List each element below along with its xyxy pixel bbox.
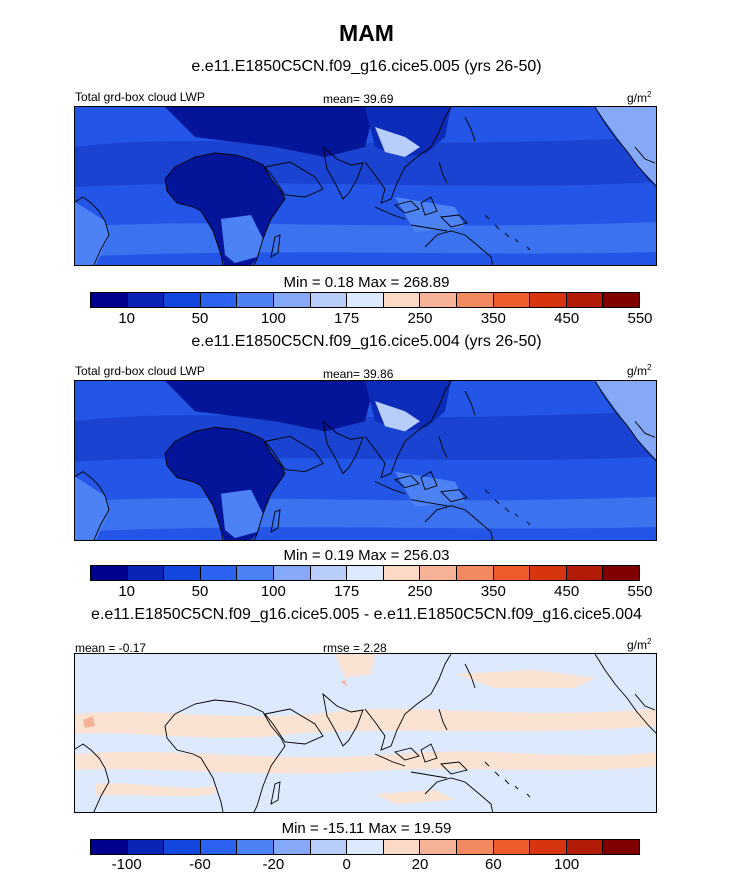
colorbar-box: [603, 840, 639, 854]
colorbar-tick-label: -60: [189, 856, 211, 873]
panel1-units: g/m2: [627, 90, 652, 105]
colorbar-tick-label: 550: [627, 583, 653, 600]
colorbar-box: [493, 293, 531, 307]
colorbar-3: [90, 839, 640, 855]
colorbar-box: [530, 840, 567, 854]
colorbar-box: [127, 840, 165, 854]
colorbar-box: [603, 566, 639, 580]
panel3-minmax: Min = -15.11 Max = 19.59: [281, 820, 452, 837]
colorbar-box: [420, 840, 457, 854]
panel1-map: [74, 106, 657, 266]
colorbar-box: [566, 293, 604, 307]
colorbar-tick-label: 450: [554, 583, 580, 600]
panel1-minmax: Min = 0.18 Max = 268.89: [283, 274, 450, 291]
colorbar-tick-label: 175: [334, 583, 360, 600]
colorbar-box: [456, 293, 494, 307]
panel1-variable-label: Total grd-box cloud LWP: [75, 90, 205, 104]
panel2-mean-label: mean= 39.86: [323, 367, 394, 381]
colorbar-box: [91, 566, 128, 580]
colorbar-box: [164, 293, 201, 307]
panel2-units: g/m2: [627, 363, 652, 378]
panel2-variable-label: Total grd-box cloud LWP: [75, 364, 205, 378]
panel1-case-title: e.e11.E1850C5CN.f09_g16.cice5.005 (yrs 2…: [191, 58, 542, 75]
colorbar-box: [127, 566, 165, 580]
colorbar-tick-label: 0: [342, 856, 351, 873]
colorbar-1: [90, 292, 640, 308]
panel3-case-title: e.e11.E1850C5CN.f09_g16.cice5.005 - e.e1…: [91, 606, 642, 623]
colorbar-tick-label: 100: [260, 583, 286, 600]
colorbar-2: [90, 565, 640, 581]
colorbar-box: [237, 293, 274, 307]
colorbar-box: [420, 566, 457, 580]
colorbar-box: [310, 293, 348, 307]
colorbar-box: [164, 840, 201, 854]
colorbar-box: [310, 566, 348, 580]
panel3-units: g/m2: [627, 637, 652, 652]
colorbar-tick-label: 50: [191, 310, 209, 327]
colorbar-box: [456, 840, 494, 854]
colorbar-box: [91, 840, 128, 854]
panel3-rmse-label: rmse = 2.28: [323, 641, 387, 655]
colorbar-box: [347, 293, 384, 307]
colorbar-box: [91, 293, 128, 307]
colorbar-box: [530, 293, 567, 307]
colorbar-box: [383, 293, 421, 307]
colorbar-box: [237, 566, 274, 580]
colorbar-tick-label: -20: [262, 856, 285, 873]
colorbar-3-ticks: -100 -60 -20 0 20 60 100: [0, 856, 733, 876]
colorbar-tick-label: -100: [111, 856, 142, 873]
panel3-mean-label: mean = -0.17: [75, 641, 147, 655]
colorbar-box: [347, 566, 384, 580]
colorbar-box: [200, 840, 238, 854]
colorbar-box: [566, 840, 604, 854]
colorbar-tick-label: 20: [411, 856, 429, 873]
colorbar-tick-label: 60: [484, 856, 502, 873]
colorbar-tick-label: 10: [118, 310, 135, 327]
colorbar-box: [603, 293, 639, 307]
panel1-mean-label: mean= 39.69: [323, 92, 394, 106]
colorbar-box: [530, 566, 567, 580]
colorbar-box: [127, 293, 165, 307]
colorbar-box: [273, 840, 311, 854]
colorbar-box: [237, 840, 274, 854]
colorbar-box: [420, 293, 457, 307]
colorbar-box: [493, 840, 531, 854]
panel2-map: [74, 380, 657, 541]
colorbar-box: [273, 293, 311, 307]
colorbar-box: [383, 840, 421, 854]
colorbar-box: [347, 840, 384, 854]
colorbar-box: [566, 566, 604, 580]
figure-title: MAM: [339, 20, 394, 46]
colorbar-tick-label: 250: [407, 310, 433, 327]
panel2-case-title: e.e11.E1850C5CN.f09_g16.cice5.004 (yrs 2…: [191, 333, 542, 350]
colorbar-2-ticks: 10 50 100 175 250 350 450 550: [0, 583, 733, 603]
colorbar-tick-label: 175: [334, 310, 360, 327]
colorbar-tick-label: 50: [191, 583, 209, 600]
colorbar-box: [310, 840, 348, 854]
colorbar-tick-label: 10: [118, 583, 135, 600]
colorbar-tick-label: 250: [407, 583, 433, 600]
colorbar-1-ticks: 10 50 100 175 250 350 450 550: [0, 310, 733, 330]
panel2-minmax: Min = 0.19 Max = 256.03: [283, 547, 450, 564]
colorbar-tick-label: 350: [480, 310, 506, 327]
colorbar-box: [200, 293, 238, 307]
colorbar-box: [383, 566, 421, 580]
colorbar-tick-label: 550: [627, 310, 653, 327]
colorbar-tick-label: 100: [554, 856, 580, 873]
colorbar-tick-label: 450: [554, 310, 580, 327]
colorbar-box: [164, 566, 201, 580]
colorbar-box: [200, 566, 238, 580]
colorbar-box: [273, 566, 311, 580]
panel3-map: [74, 653, 657, 813]
colorbar-box: [493, 566, 531, 580]
colorbar-box: [456, 566, 494, 580]
colorbar-tick-label: 100: [260, 310, 286, 327]
colorbar-tick-label: 350: [480, 583, 506, 600]
